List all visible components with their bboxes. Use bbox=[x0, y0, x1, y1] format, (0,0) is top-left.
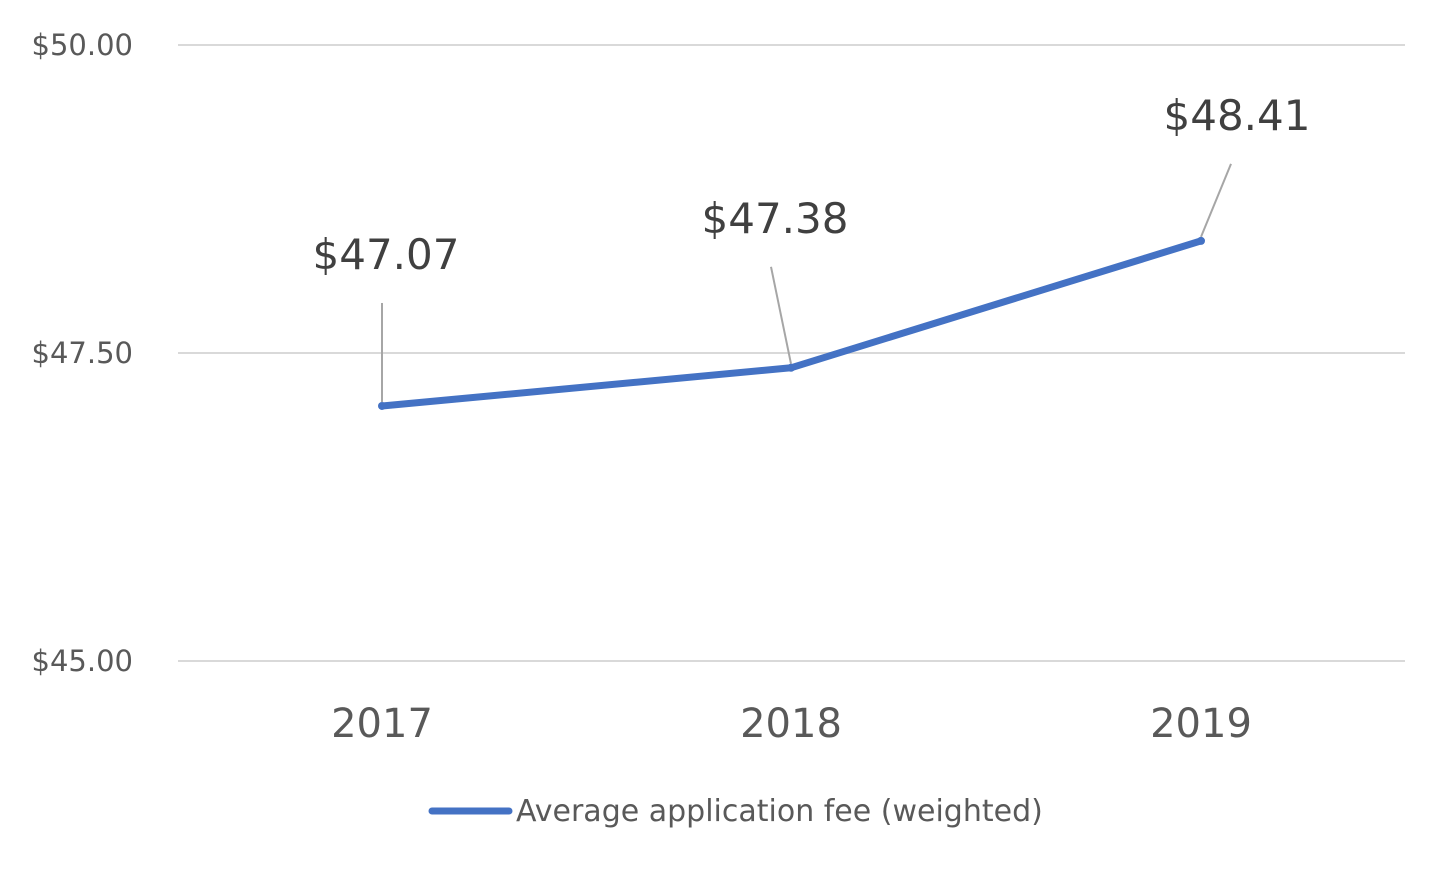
x-tick-label: 2017 bbox=[331, 701, 433, 747]
x-axis-ticks: 2017 2018 2019 bbox=[331, 701, 1252, 747]
leader-line bbox=[1200, 163, 1232, 238]
data-label: $47.07 bbox=[313, 230, 460, 279]
series-lines bbox=[378, 236, 1205, 410]
data-point bbox=[787, 363, 795, 372]
legend: Average application fee (weighted) bbox=[428, 794, 1043, 829]
x-tick-label: 2018 bbox=[740, 701, 842, 747]
legend-label: Average application fee (weighted) bbox=[516, 794, 1043, 829]
x-tick-label: 2019 bbox=[1150, 701, 1252, 747]
data-labels: $47.07 $47.38 $48.41 bbox=[313, 91, 1311, 279]
y-tick-label: $50.00 bbox=[32, 28, 133, 62]
data-label-leaders bbox=[381, 163, 1232, 402]
y-tick-label: $45.00 bbox=[32, 644, 133, 678]
data-label: $47.38 bbox=[702, 194, 849, 243]
series-line bbox=[378, 237, 1205, 410]
leader-line bbox=[770, 266, 792, 364]
y-tick-label: $47.50 bbox=[32, 336, 133, 370]
data-point bbox=[378, 401, 386, 410]
data-point bbox=[1197, 236, 1205, 245]
y-axis-ticks: $50.00 $47.50 $45.00 bbox=[32, 28, 133, 678]
data-label: $48.41 bbox=[1164, 91, 1311, 140]
